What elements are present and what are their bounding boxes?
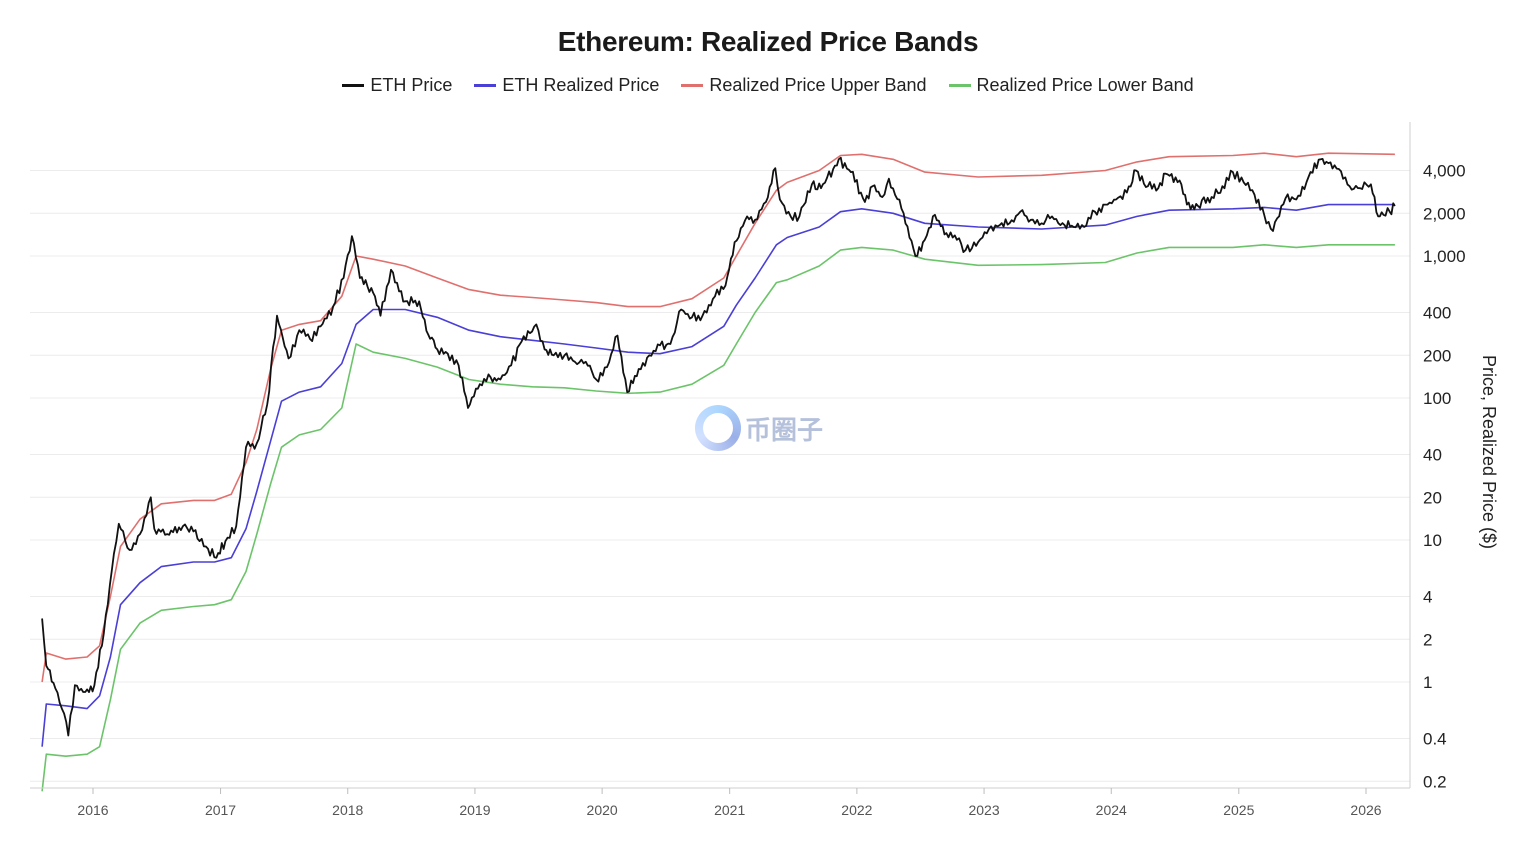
- legend-swatch-eth-price: [342, 84, 365, 87]
- realized-price-upper-band-line: [41, 152, 1395, 683]
- legend-item-eth-price[interactable]: ETH Price: [342, 75, 452, 96]
- chart-legend: ETH Price ETH Realized Price Realized Pr…: [0, 75, 1536, 96]
- y-tick-label: 400: [1423, 304, 1451, 323]
- x-tick-label: 2020: [587, 802, 618, 818]
- x-tick-label: 2023: [968, 802, 999, 818]
- x-tick-label: 2019: [459, 802, 490, 818]
- watermark-logo: 币圈子: [695, 405, 823, 451]
- watermark-icon: [695, 405, 741, 451]
- legend-label-eth-realized-price: ETH Realized Price: [502, 75, 660, 95]
- x-tick-label: 2024: [1096, 802, 1127, 818]
- x-tick-label: 2025: [1223, 802, 1254, 818]
- axes: 0.2 0.4 1 2 4 10 20 40 100 200 400 1,000 2,000 4,000 2…: [30, 122, 1466, 818]
- y-tick-label: 2: [1423, 630, 1432, 649]
- y-tick-label: 1: [1423, 673, 1432, 692]
- x-tick-label: 2021: [714, 802, 745, 818]
- x-tick-label: 2026: [1350, 802, 1381, 818]
- y-tick-label: 20: [1423, 488, 1442, 507]
- legend-item-upper-band[interactable]: Realized Price Upper Band: [681, 75, 927, 96]
- legend-label-eth-price: ETH Price: [370, 75, 453, 95]
- legend-swatch-eth-realized-price: [474, 84, 497, 87]
- legend-swatch-upper-band: [681, 84, 704, 87]
- x-tick-label: 2016: [77, 802, 108, 818]
- chart-title: Ethereum: Realized Price Bands: [557, 26, 979, 57]
- y-tick-label: 100: [1423, 389, 1451, 408]
- grid-lines: [30, 170, 1410, 782]
- y-axis-label: Price, Realized Price ($): [1479, 355, 1499, 549]
- legend-item-eth-realized-price[interactable]: ETH Realized Price: [474, 75, 659, 96]
- legend-label-lower-band: Realized Price Lower Band: [976, 75, 1194, 95]
- series-lines: [41, 152, 1396, 792]
- x-tick-label: 2018: [332, 802, 363, 818]
- x-tick-label: 2017: [205, 802, 236, 818]
- legend-item-lower-band[interactable]: Realized Price Lower Band: [948, 75, 1194, 96]
- watermark-text: 币圈子: [745, 415, 824, 446]
- y-tick-label: 0.4: [1423, 730, 1447, 749]
- eth-price-line: [41, 156, 1396, 737]
- y-tick-label: 0.2: [1423, 772, 1447, 791]
- y-tick-label: 200: [1423, 346, 1451, 365]
- eth-realized-price-line: [41, 203, 1395, 747]
- x-tick-label: 2022: [841, 802, 872, 818]
- y-tick-label: 4,000: [1423, 162, 1466, 181]
- y-tick-label: 10: [1423, 531, 1442, 550]
- y-tick-label: 40: [1423, 446, 1442, 465]
- y-tick-label: 2,000: [1423, 204, 1466, 223]
- y-tick-label: 4: [1423, 588, 1432, 607]
- legend-swatch-lower-band: [948, 84, 971, 87]
- realized-price-lower-band-line: [41, 244, 1395, 792]
- y-tick-label: 1,000: [1423, 247, 1466, 266]
- legend-label-upper-band: Realized Price Upper Band: [709, 75, 927, 95]
